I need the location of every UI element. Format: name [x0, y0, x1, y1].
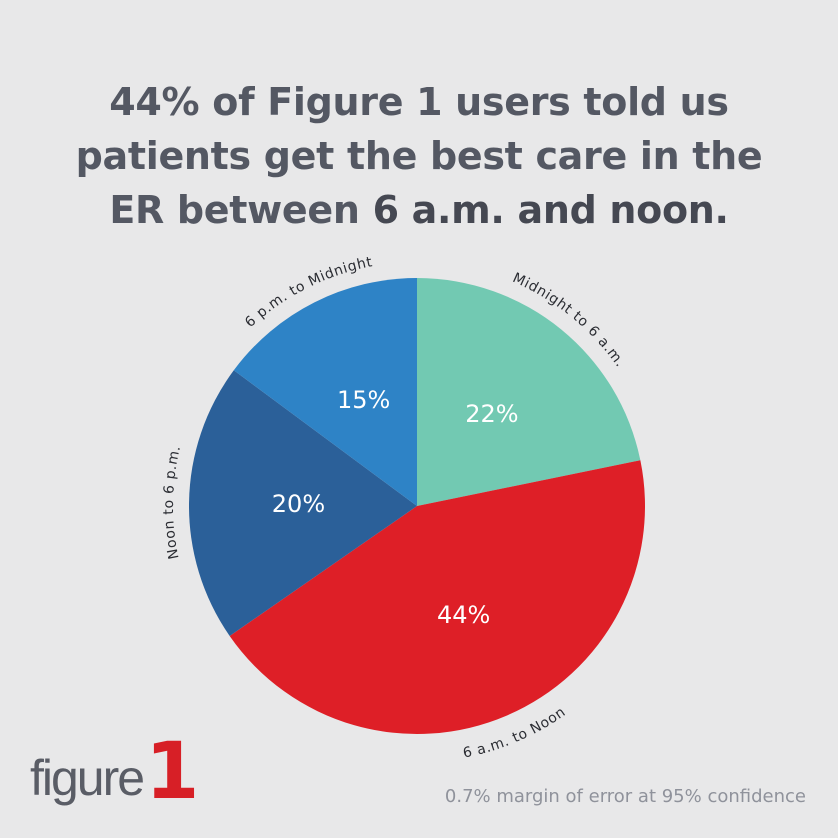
pie-slice-6-p-m-to-midnight: [233, 278, 417, 506]
headline: 44% of Figure 1 users told us patients g…: [0, 75, 838, 237]
pie-value-label-6-p-m-to-midnight: 15%: [337, 386, 390, 414]
headline-emphasis: 6 a.m. and noon.: [372, 188, 729, 233]
pie-slice-midnight-to-6-a-m: [417, 278, 641, 506]
pie-slices: [188, 278, 646, 735]
pie-value-label-6-a-m-to-noon: 44%: [437, 601, 490, 629]
pie-slice-6-a-m-to-noon: [229, 460, 646, 735]
pie-value-labels: 22% 44% 20% 15%: [272, 386, 519, 629]
margin-of-error-note: 0.7% margin of error at 95% confidence: [444, 786, 806, 807]
pie-value-label-midnight-to-6-a-m: 22%: [465, 400, 518, 428]
logo-number: 1: [145, 726, 200, 817]
pie-value-label-noon-to-6-p-m: 20%: [272, 490, 325, 518]
headline-line-3-prefix: ER between: [109, 188, 373, 233]
headline-line-2: patients get the best care in the: [75, 134, 763, 179]
logo-wordmark: figure: [30, 750, 145, 806]
headline-line-1: 44% of Figure 1 users told us: [109, 80, 729, 125]
pie-category-label-noon-to-6-p-m: Noon to 6 p.m.: [161, 444, 184, 561]
figure1-logo: figure 1: [30, 726, 200, 817]
headline-line-3: ER between 6 a.m. and noon.: [0, 183, 838, 237]
pie-slice-noon-to-6-p-m: [188, 370, 417, 636]
